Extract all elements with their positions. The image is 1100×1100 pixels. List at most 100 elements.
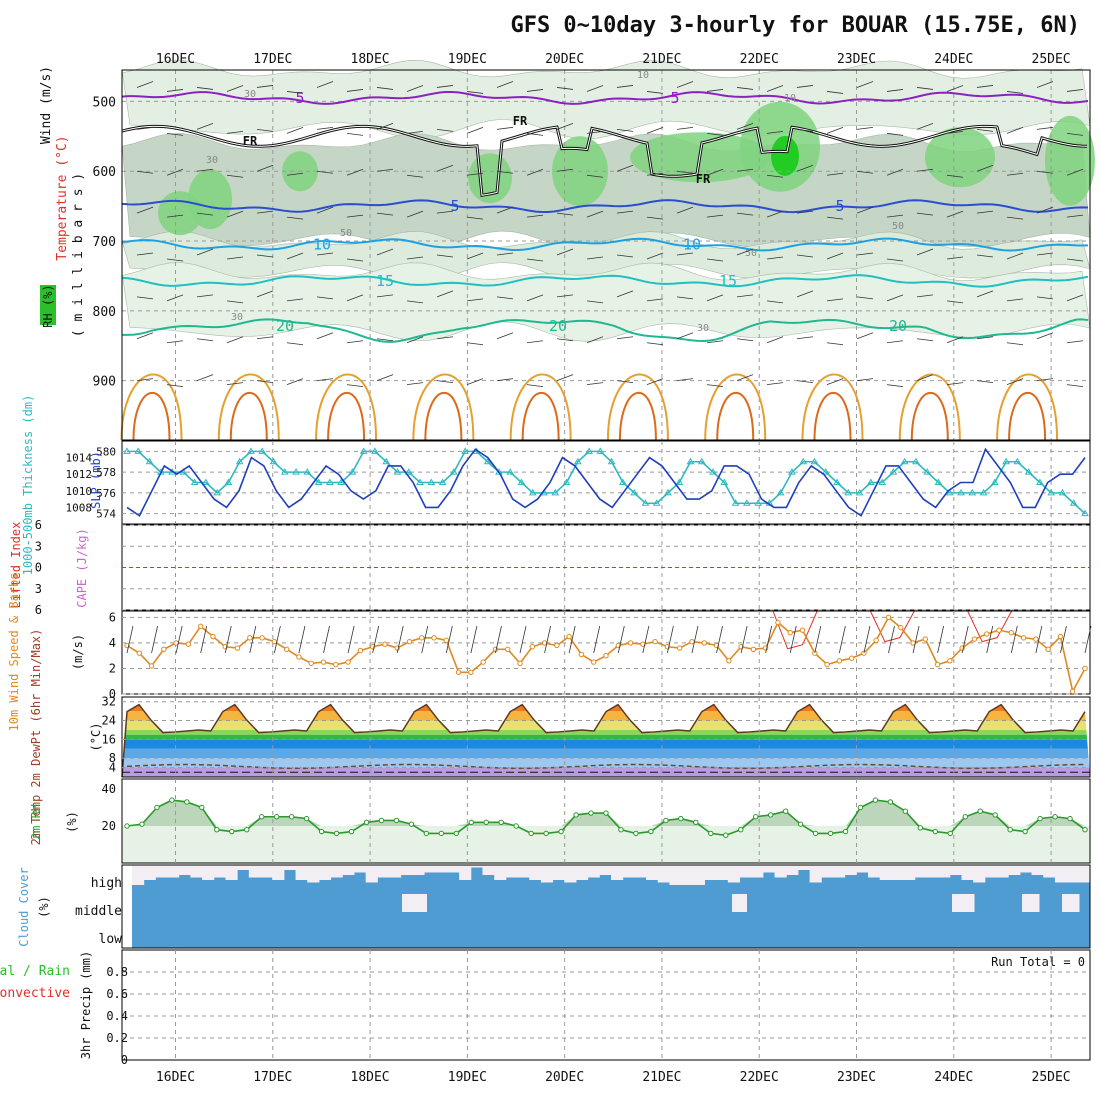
- rh2m-series-point: [139, 821, 145, 827]
- wind-barb: [796, 128, 814, 132]
- wind-barb: [796, 290, 814, 298]
- wind-speed-series-point: [603, 652, 609, 659]
- wind-speed-series-point: [283, 646, 290, 653]
- wind-barb: [706, 168, 724, 176]
- wind-speed-series-point: [1033, 636, 1039, 642]
- wind-barb: [256, 290, 274, 298]
- thickness-series-point: [968, 488, 977, 496]
- cloud-high-gap: [797, 865, 811, 870]
- thickness-series-point: [866, 478, 875, 485]
- wind-speed-series-point: [1070, 688, 1076, 695]
- wind-barb: [826, 216, 844, 220]
- cloud-high-gap: [283, 865, 297, 870]
- thickness-ytick: 574: [96, 508, 116, 521]
- wind-barb: [976, 128, 994, 132]
- cloud-level-label: high: [91, 876, 122, 891]
- wind-barb: [616, 290, 634, 298]
- temp-frame: [121, 696, 1091, 778]
- fr-label: FR: [696, 172, 711, 186]
- thickness-series-point: [325, 478, 334, 485]
- wind-barb: [586, 300, 604, 304]
- wind-barb: [256, 164, 274, 172]
- wind-barb: [166, 214, 184, 218]
- wind-barb: [766, 85, 784, 92]
- rh2m-series-point: [259, 814, 265, 820]
- wind10m-barb: [519, 625, 527, 654]
- temp-axis-title: Temperature (°C): [55, 135, 70, 260]
- cloud-high-gap: [482, 865, 495, 875]
- wind-barb: [526, 384, 544, 388]
- thickness-series-point: [754, 499, 763, 506]
- precip-ytick: 0: [121, 1053, 128, 1067]
- rh2m-series-point: [752, 814, 759, 820]
- thickness-series-point: [359, 447, 368, 454]
- rh2m-series-point: [723, 832, 729, 838]
- wind-speed-series-point: [750, 646, 757, 653]
- rh2m-axis-title: 2m RH: [29, 804, 43, 840]
- wind-barb: [646, 91, 664, 94]
- cloud-high-gap: [751, 865, 764, 878]
- temp-ytick: 8: [109, 751, 116, 765]
- rh2m-series-point: [498, 819, 504, 825]
- wind-barb: [286, 252, 304, 260]
- rh2m-series-point: [962, 814, 968, 820]
- thickness-series-point: [788, 468, 796, 475]
- wind-barb: [376, 212, 394, 216]
- rh-moist-blob: [468, 153, 512, 204]
- temp-loop-outer: [606, 373, 669, 441]
- cloud-level-label: middle: [75, 904, 122, 919]
- precip-total-legend: Total / Rain: [0, 964, 70, 979]
- axis-titles: Temperature (°C)Wind (m/s) ( m i l l i b …: [0, 66, 103, 1059]
- thickness-series-point: [821, 468, 830, 475]
- wind-speed-series-point: [799, 627, 806, 633]
- wind-barb: [736, 248, 754, 256]
- wind-barb: [976, 336, 994, 340]
- rh2m-series-point: [124, 823, 130, 829]
- thickness-series-point: [202, 478, 210, 485]
- wind10m-barb: [568, 625, 576, 654]
- temp-band: [122, 734, 1090, 740]
- temp2m-axis-title: 2m Temp 2m DewPt (6hr Min/Max): [29, 629, 43, 846]
- wind-barb: [1066, 89, 1084, 92]
- rh2m-series-point: [797, 821, 804, 827]
- thickness-series-point: [416, 478, 424, 485]
- wind-barb: [826, 172, 844, 176]
- wind-barb: [376, 294, 394, 298]
- slp-ytick: 1014: [66, 452, 93, 465]
- wind-barb: [496, 170, 514, 174]
- wind10m-barb: [273, 625, 281, 654]
- cloud-high-gap: [1054, 865, 1068, 883]
- cloud-high-gap: [459, 865, 472, 880]
- precip-axis-title: 3hr Precip (mm): [79, 951, 93, 1059]
- rh-contour-label: 30: [697, 323, 709, 334]
- rh2m-series-point: [947, 830, 953, 837]
- thickness-series-point: [145, 457, 154, 465]
- cloud-high-gap: [599, 865, 612, 875]
- thickness-series-point: [337, 478, 346, 485]
- wind-speed-series-point: [247, 635, 253, 641]
- wind-barb: [796, 85, 814, 88]
- wind-barb: [1036, 81, 1054, 88]
- wind-barb: [136, 252, 154, 256]
- wind-speed-series-point: [812, 650, 818, 656]
- wind-speed-series-point: [505, 646, 511, 653]
- thickness-series-point: [641, 499, 650, 506]
- wind-barb: [736, 87, 754, 90]
- wind10m-barb: [323, 625, 330, 654]
- thickness-series-point: [280, 468, 289, 475]
- upper-frame: [121, 69, 1091, 441]
- thickness-series-point: [1081, 509, 1089, 517]
- wind-barb: [736, 212, 754, 216]
- rh2m-series-point: [872, 797, 879, 803]
- temp-band: [122, 720, 1090, 730]
- temp-loop-outer: [704, 373, 767, 441]
- wind-speed-series-point: [161, 646, 167, 653]
- precip-conv-legend: Convective: [0, 986, 70, 1001]
- wind10m-barb: [175, 625, 183, 654]
- rh-moist-blob: [188, 169, 232, 230]
- wind-barb: [946, 85, 964, 92]
- wind-speed-series-point: [1045, 646, 1051, 653]
- cloud-high-gap: [692, 865, 705, 885]
- wind-barb: [706, 384, 724, 388]
- wind10m-barb: [224, 625, 232, 654]
